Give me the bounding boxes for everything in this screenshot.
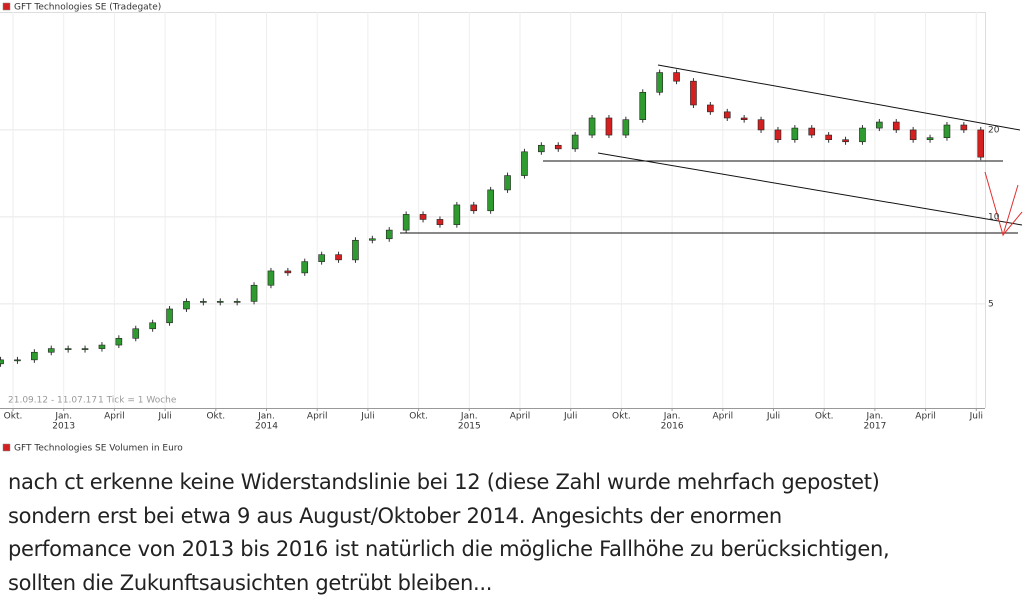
candle-body bbox=[809, 128, 815, 135]
y-tick-label: 10 bbox=[988, 212, 1000, 222]
candle-body bbox=[471, 205, 477, 211]
candle-body bbox=[589, 118, 595, 135]
candle-body bbox=[420, 214, 426, 219]
candle-body bbox=[82, 349, 88, 350]
x-tick-year: 2013 bbox=[52, 422, 75, 432]
volume-icon bbox=[3, 444, 10, 451]
x-tick-label: Juli bbox=[766, 412, 780, 422]
x-tick-label: Juli bbox=[360, 412, 374, 422]
candle-body bbox=[961, 125, 967, 130]
candle-body bbox=[978, 130, 984, 157]
candle-body bbox=[437, 219, 443, 224]
volume-title: GFT Technologies SE Volumen in Euro bbox=[14, 444, 183, 454]
candle-body bbox=[403, 214, 409, 230]
candle-body bbox=[217, 301, 223, 302]
x-tick-label: April bbox=[104, 412, 125, 422]
candle-body bbox=[690, 81, 696, 105]
candle-body bbox=[538, 145, 544, 152]
candle-body bbox=[893, 122, 899, 130]
post-line: nach ct erkenne keine Widerstandslinie b… bbox=[8, 466, 1023, 500]
candle-body bbox=[0, 360, 4, 364]
candle-body bbox=[99, 345, 105, 349]
forum-post: nach ct erkenne keine Widerstandslinie b… bbox=[8, 466, 1023, 600]
candle-body bbox=[623, 120, 629, 135]
candle-body bbox=[133, 329, 139, 339]
candle-body bbox=[268, 271, 274, 285]
candle-body bbox=[792, 128, 798, 140]
candle-body bbox=[336, 255, 342, 260]
candle-body bbox=[48, 349, 54, 353]
candle-body bbox=[775, 130, 781, 140]
candle-body bbox=[555, 145, 561, 149]
x-tick-year: 2014 bbox=[255, 422, 278, 432]
candle-body bbox=[724, 112, 730, 118]
title-icon bbox=[3, 3, 10, 10]
x-tick-label: Okt. bbox=[815, 412, 834, 422]
candle-body bbox=[150, 323, 156, 329]
x-tick-label: Okt. bbox=[206, 412, 225, 422]
candle-body bbox=[758, 120, 764, 130]
x-tick-year: 2016 bbox=[661, 422, 684, 432]
x-tick-label: Jan. bbox=[663, 412, 681, 422]
y-tick-label: 5 bbox=[988, 299, 994, 309]
x-tick-label: April bbox=[510, 412, 531, 422]
candle-body bbox=[183, 301, 189, 309]
candle-body bbox=[826, 135, 832, 140]
candle-body bbox=[369, 239, 375, 241]
candle-body bbox=[319, 255, 325, 262]
x-tick-label: Okt. bbox=[409, 412, 428, 422]
x-tick-label: Jan. bbox=[54, 412, 72, 422]
candle-body bbox=[200, 301, 206, 302]
x-tick-label: Jan. bbox=[460, 412, 478, 422]
candle-body bbox=[741, 118, 747, 120]
post-line: sondern erst bei etwa 9 aus August/Oktob… bbox=[8, 500, 1023, 534]
chart-title: GFT Technologies SE (Tradegate) bbox=[14, 3, 161, 13]
candle-body bbox=[505, 176, 511, 190]
candle-body bbox=[674, 73, 680, 82]
candle-body bbox=[352, 240, 358, 260]
x-tick-label: Juli bbox=[157, 412, 171, 422]
x-tick-label: Okt. bbox=[612, 412, 631, 422]
x-tick-label: April bbox=[915, 412, 936, 422]
x-tick-label: Jan. bbox=[866, 412, 884, 422]
x-tick-label: April bbox=[713, 412, 734, 422]
candle-body bbox=[454, 205, 460, 225]
candle-body bbox=[859, 128, 865, 142]
y-tick-label: 20 bbox=[988, 125, 1000, 135]
candle-body bbox=[488, 190, 494, 211]
x-tick-year: 2015 bbox=[458, 422, 481, 432]
date-range: 21.09.12 - 11.07.17 bbox=[8, 396, 97, 406]
candle-body bbox=[572, 135, 578, 149]
chart: GFT Technologies SE (Tradegate) 21.09.12… bbox=[0, 0, 1025, 466]
candle-body bbox=[31, 352, 37, 360]
candle-body bbox=[640, 92, 646, 119]
post-line: sollten die Zukunftsausichten getrübt bl… bbox=[8, 567, 1023, 600]
post-line: perfomance von 2013 bis 2016 ist natürli… bbox=[8, 533, 1023, 567]
candle-body bbox=[843, 140, 849, 142]
candle-body bbox=[14, 360, 20, 361]
candle-body bbox=[116, 338, 122, 345]
x-tick-label: Okt. bbox=[4, 412, 23, 422]
candle-body bbox=[251, 285, 257, 301]
candle-body bbox=[386, 230, 392, 239]
candle-body bbox=[944, 125, 950, 138]
x-tick-label: Juli bbox=[563, 412, 577, 422]
candle-body bbox=[606, 118, 612, 135]
candle-body bbox=[927, 138, 933, 140]
candle-body bbox=[521, 152, 527, 176]
candle-body bbox=[302, 262, 308, 273]
candle-body bbox=[910, 130, 916, 140]
candle-body bbox=[65, 349, 71, 350]
candle-body bbox=[657, 73, 663, 93]
candle-body bbox=[167, 309, 173, 323]
x-tick-year: 2017 bbox=[863, 422, 886, 432]
x-tick-label: Juli bbox=[969, 412, 983, 422]
x-tick-label: Jan. bbox=[257, 412, 275, 422]
x-tick-label: April bbox=[307, 412, 328, 422]
candle-body bbox=[234, 301, 240, 302]
candle-body bbox=[285, 271, 291, 273]
candle-body bbox=[707, 105, 713, 112]
candle-body bbox=[876, 122, 882, 128]
